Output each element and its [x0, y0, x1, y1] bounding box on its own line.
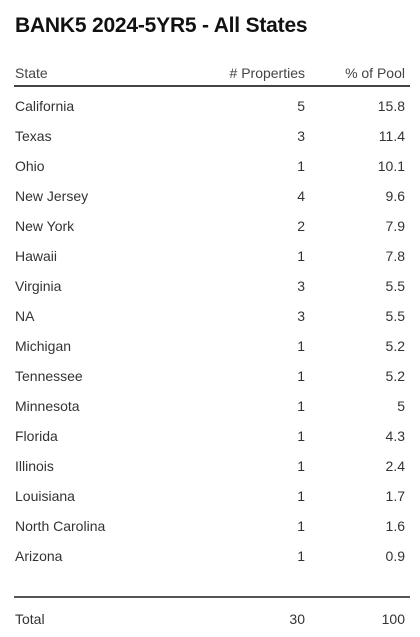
table-header: State # Properties % of Pool — [14, 62, 410, 87]
state-cell: North Carolina — [15, 518, 106, 534]
pool-cell: 0.9 — [385, 548, 405, 564]
pool-cell: 10.1 — [377, 158, 405, 174]
pool-cell: 9.6 — [385, 188, 405, 204]
table-row: New York 2 7.9 — [14, 211, 410, 241]
state-cell: Louisiana — [15, 488, 75, 504]
table-row: Texas 3 11.4 — [14, 121, 410, 151]
state-cell: Tennessee — [15, 368, 83, 384]
table-row: Arizona 1 0.9 — [14, 541, 410, 571]
state-cell: Minnesota — [15, 398, 80, 414]
total-row: Total 30 100 — [14, 600, 410, 628]
pool-cell: 2.4 — [385, 458, 405, 474]
properties-cell: 3 — [297, 128, 305, 144]
pool-cell: 1.7 — [385, 488, 405, 504]
pool-cell: 1.6 — [385, 518, 405, 534]
pool-cell: 7.9 — [385, 218, 405, 234]
table-row: Florida 1 4.3 — [14, 421, 410, 451]
properties-cell: 1 — [297, 548, 305, 564]
table-row: Minnesota 1 5 — [14, 391, 410, 421]
table-row: Louisiana 1 1.7 — [14, 481, 410, 511]
state-cell: New York — [15, 218, 75, 234]
properties-cell: 1 — [297, 368, 305, 384]
state-cell: New Jersey — [15, 188, 89, 204]
table-row: Hawaii 1 7.8 — [14, 241, 410, 271]
pool-cell: 5.5 — [385, 308, 405, 324]
properties-cell: 1 — [297, 428, 305, 444]
table-row: Michigan 1 5.2 — [14, 331, 410, 361]
properties-cell: 5 — [297, 98, 305, 114]
table-row: North Carolina 1 1.6 — [14, 511, 410, 541]
total-label: Total — [15, 611, 45, 627]
properties-cell: 3 — [297, 278, 305, 294]
total-divider — [14, 596, 410, 598]
pool-cell: 5.2 — [385, 338, 405, 354]
properties-cell: 1 — [297, 338, 305, 354]
properties-cell: 1 — [297, 518, 305, 534]
page-title: BANK5 2024-5YR5 - All States — [15, 14, 308, 37]
state-cell: Illinois — [15, 458, 54, 474]
pool-cell: 7.8 — [385, 248, 405, 264]
total-pool: 100 — [381, 611, 405, 627]
pool-cell: 5 — [397, 398, 405, 414]
column-header-pool: % of Pool — [345, 65, 405, 81]
table-body: California 5 15.8 Texas 3 11.4 Ohio 1 10.1 New Je… — [14, 91, 410, 571]
table-row: Illinois 1 2.4 — [14, 451, 410, 481]
state-cell: Michigan — [15, 338, 72, 354]
table-row: Tennessee 1 5.2 — [14, 361, 410, 391]
state-cell: Virginia — [15, 278, 62, 294]
state-cell: Hawaii — [15, 248, 58, 264]
table-row: NA 3 5.5 — [14, 301, 410, 331]
table-row: New Jersey 4 9.6 — [14, 181, 410, 211]
state-cell: Florida — [15, 428, 58, 444]
properties-cell: 1 — [297, 398, 305, 414]
pool-cell: 5.5 — [385, 278, 405, 294]
properties-cell: 1 — [297, 158, 305, 174]
column-header-properties: # Properties — [229, 65, 305, 81]
pool-cell: 15.8 — [377, 98, 405, 114]
properties-cell: 1 — [297, 248, 305, 264]
properties-cell: 3 — [297, 308, 305, 324]
total-properties: 30 — [289, 611, 305, 627]
properties-cell: 4 — [297, 188, 305, 204]
pool-cell: 5.2 — [385, 368, 405, 384]
column-header-state: State — [15, 65, 48, 81]
state-cell: California — [15, 98, 75, 114]
state-cell: NA — [15, 308, 35, 324]
table-row: Ohio 1 10.1 — [14, 151, 410, 181]
properties-cell: 1 — [297, 458, 305, 474]
properties-cell: 2 — [297, 218, 305, 234]
table-row: Virginia 3 5.5 — [14, 271, 410, 301]
state-cell: Ohio — [15, 158, 45, 174]
state-cell: Texas — [15, 128, 52, 144]
table-row: California 5 15.8 — [14, 91, 410, 121]
properties-cell: 1 — [297, 488, 305, 504]
state-cell: Arizona — [15, 548, 63, 564]
pool-cell: 4.3 — [385, 428, 405, 444]
pool-cell: 11.4 — [378, 128, 405, 144]
